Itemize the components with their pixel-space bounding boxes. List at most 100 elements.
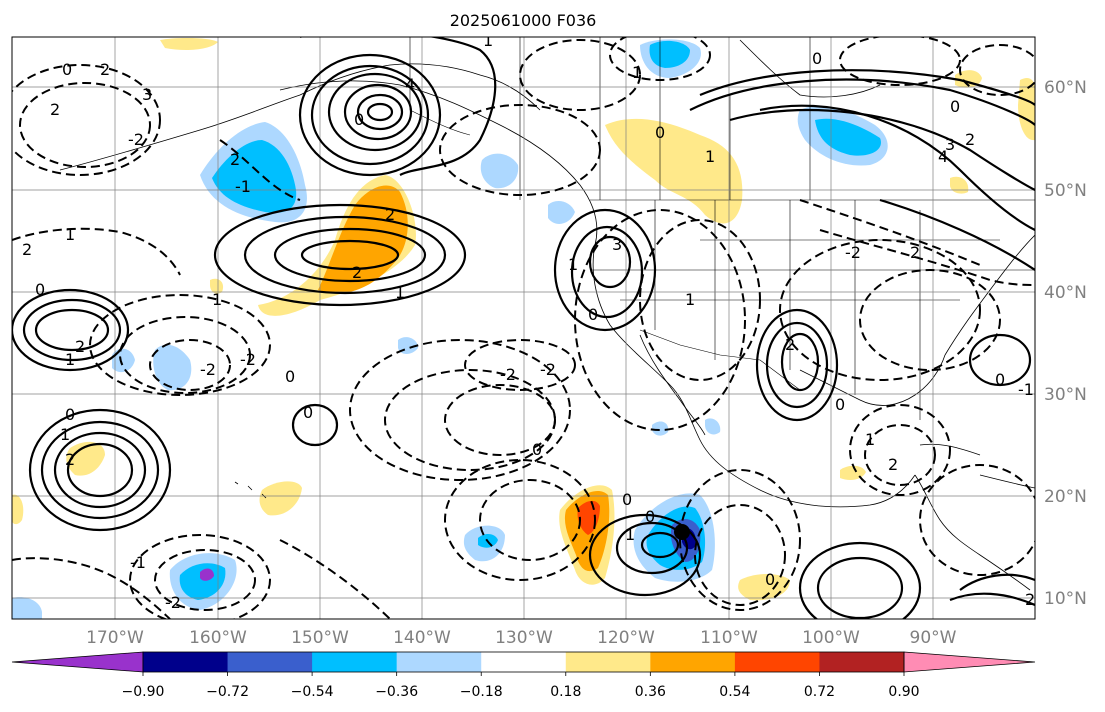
- contour-line: [879, 198, 1035, 271]
- colorbar-tick-label: 0.90: [888, 684, 919, 700]
- contour-line: [300, 37, 497, 176]
- colorbar-tick-label: −0.72: [206, 684, 249, 700]
- contour-label: 1: [625, 525, 635, 544]
- contour-line: [273, 227, 427, 283]
- colorbar-tick-label: 0.36: [635, 684, 666, 700]
- colorbar-tick-label: −0.90: [122, 684, 165, 700]
- contour-label: 4: [938, 147, 948, 166]
- contour-line: [298, 53, 442, 177]
- contour-line: [959, 44, 1035, 96]
- positive-anomaly-region: [160, 37, 218, 50]
- positive-anomaly-region: [605, 118, 743, 224]
- negative-anomaly-region: [153, 344, 192, 391]
- longitude-label: 170°W: [86, 628, 144, 648]
- contour-label: 3: [612, 235, 622, 254]
- longitude-label: 110°W: [700, 628, 758, 648]
- contour-line: [464, 339, 576, 391]
- contour-line: [34, 308, 110, 352]
- latitude-label: 30°N: [1044, 385, 1087, 405]
- map-frame: [11, 36, 1036, 620]
- contour-label: 3: [142, 85, 152, 104]
- contour-label: 0: [835, 395, 845, 414]
- positive-anomaly-region: [950, 176, 969, 194]
- contour-line: [759, 104, 1035, 231]
- contour-line: [279, 539, 391, 619]
- contour-label: 2: [22, 240, 32, 259]
- colorbar-segment: [481, 652, 567, 672]
- contour-line: [639, 219, 761, 381]
- positive-anomaly-region: [66, 441, 105, 476]
- contour-line: [22, 298, 122, 362]
- contour-line: [859, 269, 1001, 371]
- longitude-label: 160°W: [189, 628, 247, 648]
- contour-label: 2: [888, 455, 898, 474]
- contour-label: 0: [35, 280, 45, 299]
- contour-line: [366, 102, 394, 122]
- contour-label: -2: [540, 360, 556, 379]
- contour-line: [919, 464, 1035, 576]
- latitude-label: 50°N: [1044, 181, 1087, 201]
- contour-label: 2: [230, 150, 240, 169]
- contour-line: [798, 541, 922, 619]
- contour-line: [149, 339, 231, 391]
- contour-line: [213, 203, 467, 307]
- negative-contours: [12, 37, 1035, 619]
- contour-line: [154, 549, 256, 611]
- contour-label: 1: [60, 425, 70, 444]
- colorbar-segment: [819, 652, 905, 672]
- latitude-label: 60°N: [1044, 78, 1087, 98]
- colorbar-segment: [734, 652, 820, 672]
- colorbar-tick-label: −0.54: [291, 684, 334, 700]
- coastline-aleutians: [59, 94, 301, 171]
- contour-labels: 1 0 1 0 4 0 1 0 3 4 2 -2 2 -1 2 2 1 0 2 …: [22, 37, 1035, 612]
- contour-label: -2: [500, 365, 516, 384]
- contour-label: 0: [62, 60, 72, 79]
- contour-label: -1: [130, 553, 146, 572]
- contour-line: [609, 37, 711, 81]
- colorbar-tick-label: 0.72: [804, 684, 835, 700]
- contour-line: [439, 104, 601, 196]
- contour-label: 1: [632, 63, 642, 82]
- latitude-label: 10°N: [1044, 589, 1087, 609]
- latitude-label: 40°N: [1044, 283, 1087, 303]
- coastline-north-america-west: [279, 80, 916, 508]
- contour-line: [574, 209, 746, 431]
- coastline-hudson: [739, 39, 881, 98]
- contour-label: -2: [128, 130, 144, 149]
- contour-line: [570, 225, 644, 319]
- contour-line: [694, 504, 786, 606]
- contour-line: [640, 531, 680, 559]
- colorbar-segment: [227, 652, 313, 672]
- negative-anomaly-region: [212, 140, 297, 213]
- longitude-label: 130°W: [495, 628, 553, 648]
- contour-label: 0: [65, 405, 75, 424]
- colorbar-segment: [650, 652, 736, 672]
- contour-line: [679, 469, 801, 611]
- contour-line: [780, 332, 820, 392]
- contour-label: -1: [1018, 380, 1034, 399]
- contour-line: [689, 78, 1035, 126]
- longitude-labels: 170°W 160°W 150°W 140°W 130°W 120°W 110°W 100°W…: [86, 628, 957, 648]
- contour-line: [553, 208, 657, 332]
- contour-line: [755, 308, 839, 422]
- contour-line: [765, 321, 829, 409]
- negative-anomaly-region: [12, 597, 42, 619]
- negative-anomaly-region: [649, 40, 690, 68]
- contour-line: [588, 513, 702, 597]
- colorbar-segment: [143, 652, 229, 672]
- contour-line: [310, 64, 430, 166]
- positive-anomaly-region: [318, 185, 408, 294]
- longitude-label: 150°W: [291, 628, 349, 648]
- negative-anomaly-region: [200, 568, 214, 581]
- contour-label: 2: [352, 263, 362, 282]
- contour-line: [129, 534, 271, 619]
- contour-line: [66, 442, 134, 498]
- contour-line: [588, 235, 632, 289]
- longitude-label: 90°W: [910, 628, 957, 648]
- contour-label: 1: [705, 147, 715, 166]
- colorbar-tick-label: −0.18: [460, 684, 503, 700]
- contour-line: [349, 339, 571, 481]
- map-title: 2025061000 F036: [450, 11, 597, 30]
- contour-line: [19, 82, 151, 168]
- longitude-label: 100°W: [802, 628, 860, 648]
